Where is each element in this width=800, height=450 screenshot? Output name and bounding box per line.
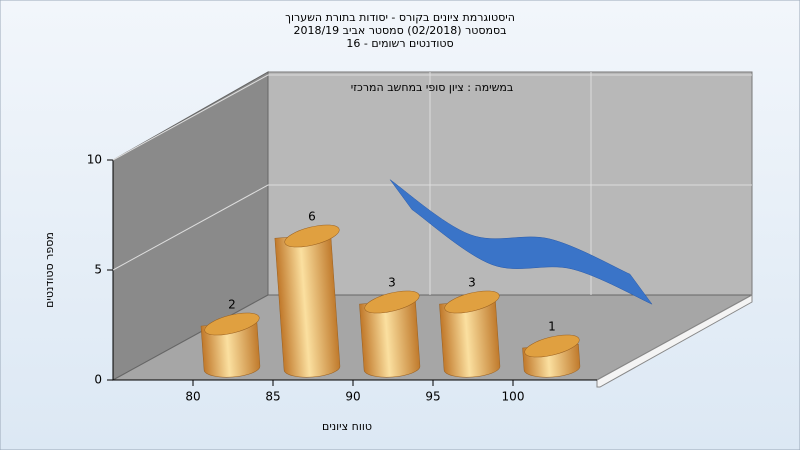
bar [200, 321, 261, 378]
x-tick-label: 100 [502, 390, 525, 404]
value-label: 3 [468, 276, 476, 290]
value-label: 6 [308, 210, 316, 224]
chart-subtitle: בסמסטר (02/2018) סמסטר אביב 2018/19 [293, 24, 506, 37]
bar-top [284, 224, 340, 248]
y-tick-label: 5 [94, 263, 102, 277]
value-label: 2 [228, 298, 236, 312]
y-tick-label: 10 [87, 153, 102, 167]
x-tick-label: 95 [425, 390, 440, 404]
bar [274, 234, 341, 378]
chart-subtitle: סטודנטים רשומים - 16 [346, 37, 453, 50]
x-tick-label: 85 [265, 390, 280, 404]
grid-line [112, 184, 752, 271]
value-label: 3 [388, 276, 396, 290]
bar [439, 299, 501, 378]
x-tick-label: 90 [345, 390, 360, 404]
line-ribbon [389, 179, 653, 305]
value-label: 1 [548, 320, 556, 334]
bar-top [524, 334, 580, 358]
bar-top [444, 290, 500, 314]
y-axis-title: מספר סטודנטים [43, 232, 56, 308]
x-axis-title: טווח ציונים [322, 420, 372, 433]
annotation: במשימה : ציון סופי במחשב המרכזי [351, 81, 514, 94]
grid-line [112, 74, 752, 161]
bar [359, 299, 421, 378]
chart-title: היסטוגרמת ציונים בקורס - יסודות בתורת הש… [285, 11, 515, 24]
bar-top [364, 290, 420, 314]
floor-edge [596, 294, 753, 388]
x-tick-label: 80 [185, 390, 200, 404]
bar-top [204, 312, 260, 336]
y-tick-label: 0 [94, 373, 102, 387]
